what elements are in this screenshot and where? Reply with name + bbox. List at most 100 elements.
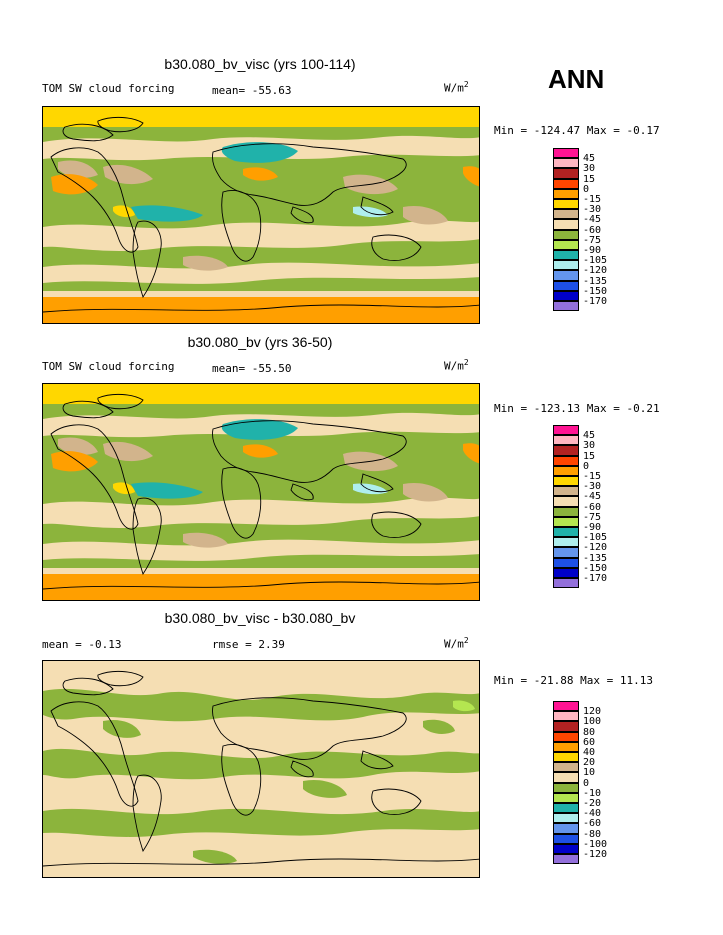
colorbar-swatch [553, 843, 579, 854]
colorbar-swatch [553, 476, 579, 487]
colorbar-swatch [553, 301, 579, 312]
colorbar-label: -40 [583, 808, 602, 820]
colorbar-swatch [553, 260, 579, 271]
panel-3-title: b30.080_bv_visc - b30.080_bv [164, 610, 356, 626]
colorbar-label: 30 [583, 440, 596, 452]
colorbar-label: -105 [583, 255, 608, 267]
colorbar-label: -90 [583, 245, 602, 256]
colorbar-swatch [553, 527, 579, 538]
colorbar-label: 120 [583, 706, 602, 718]
colorbar-swatch [553, 823, 579, 834]
colorbar-swatch [553, 445, 579, 456]
panel-2-units: W/m2 [444, 358, 469, 373]
colorbar-label: -60 [583, 818, 602, 830]
panel-3-rmse: rmse = 2.39 [212, 638, 285, 651]
colorbar-swatch [553, 813, 579, 824]
colorbar-label: -15 [583, 471, 602, 482]
colorbar-swatch [553, 731, 579, 742]
colorbar-swatch [553, 762, 579, 773]
colorbar-swatch [553, 537, 579, 548]
colorbar-swatch [553, 792, 579, 803]
season-label: ANN [548, 64, 605, 94]
colorbar-swatch [553, 158, 579, 169]
colorbar-swatch [553, 721, 579, 732]
colorbar-swatch [553, 148, 579, 159]
colorbar-label: -30 [583, 481, 602, 493]
panel-1-minmax: Min = -124.47 Max = -0.17 [494, 124, 660, 137]
colorbar-label: 0 [583, 777, 590, 789]
colorbar-label: 0 [583, 460, 590, 472]
colorbar-label: -150 [583, 562, 608, 574]
panel-2-mean: mean= -55.50 [212, 362, 292, 375]
panel-3-minmax: Min = -21.88 Max = 11.13 [494, 674, 653, 687]
colorbar-swatch [553, 178, 579, 189]
colorbar-label: -150 [583, 285, 608, 297]
colorbar-label: -135 [583, 552, 608, 564]
panel-1-units: W/m2 [444, 80, 469, 95]
colorbar-swatch [553, 772, 579, 783]
colorbar-label: 0 [583, 183, 590, 195]
colorbar-label: 45 [583, 430, 596, 442]
panel-1-map [42, 106, 480, 324]
colorbar-swatch [553, 290, 579, 301]
colorbar-swatch [553, 465, 579, 476]
colorbar-label: 15 [583, 173, 596, 185]
colorbar-label: -60 [583, 224, 602, 236]
colorbar-swatch [553, 711, 579, 722]
colorbar-swatch [553, 239, 579, 250]
panel-3-units: W/m2 [444, 636, 469, 651]
colorbar-label: 45 [583, 153, 596, 165]
colorbar-label: 20 [583, 757, 596, 769]
colorbar-swatch [553, 516, 579, 527]
colorbar-swatch [553, 833, 579, 844]
colorbar-label: -30 [583, 204, 602, 216]
colorbar-swatch [553, 567, 579, 578]
colorbar-swatch [553, 188, 579, 199]
colorbar-label: -120 [583, 849, 608, 860]
colorbar-swatch [553, 701, 579, 712]
colorbar-label: -80 [583, 828, 602, 840]
colorbar-swatch [553, 199, 579, 210]
colorbar-label: -45 [583, 214, 602, 226]
panel-3-map [42, 660, 480, 878]
colorbar-swatch [553, 168, 579, 179]
panel-1-field-label: TOM SW cloud forcing [42, 82, 175, 95]
colorbar-swatch [553, 496, 579, 507]
colorbar-label: 10 [583, 767, 596, 779]
colorbar-swatch [553, 803, 579, 814]
colorbar-label: -20 [583, 798, 602, 809]
colorbar-label: -100 [583, 838, 608, 850]
panel-2-field-label: TOM SW cloud forcing [42, 360, 175, 373]
colorbar-swatch [553, 547, 579, 558]
colorbar-label: 100 [583, 716, 602, 728]
colorbar-label: -170 [583, 573, 608, 584]
panel-1-title: b30.080_bv_visc (yrs 100-114) [164, 56, 356, 72]
colorbar-label: 60 [583, 736, 596, 748]
colorbar-swatch [553, 209, 579, 220]
panel-2-map [42, 383, 480, 601]
colorbar-swatch [553, 557, 579, 568]
colorbar-label: -15 [583, 194, 602, 205]
colorbar-label: -120 [583, 265, 608, 277]
colorbar-swatch [553, 752, 579, 763]
colorbar-label: -90 [583, 522, 602, 533]
colorbar-label: -75 [583, 511, 602, 523]
colorbar-label: -75 [583, 234, 602, 246]
colorbar-label: -105 [583, 532, 608, 544]
colorbar-swatch [553, 250, 579, 261]
colorbar-label: -60 [583, 501, 602, 513]
colorbar-swatch [553, 854, 579, 865]
colorbar-swatch [553, 782, 579, 793]
colorbar-label: -170 [583, 296, 608, 307]
colorbar-swatch [553, 486, 579, 497]
colorbar-swatch [553, 455, 579, 466]
panel-2-title: b30.080_bv (yrs 36-50) [187, 334, 333, 350]
colorbar-swatch [553, 435, 579, 446]
panel-3-mean: mean = -0.13 [42, 638, 122, 651]
panel-1-mean: mean= -55.63 [212, 84, 292, 97]
colorbar-swatch [553, 270, 579, 281]
colorbar-swatch [553, 425, 579, 436]
colorbar-label: -10 [583, 787, 602, 799]
colorbar-swatch [553, 506, 579, 517]
colorbar-label: 15 [583, 450, 596, 462]
